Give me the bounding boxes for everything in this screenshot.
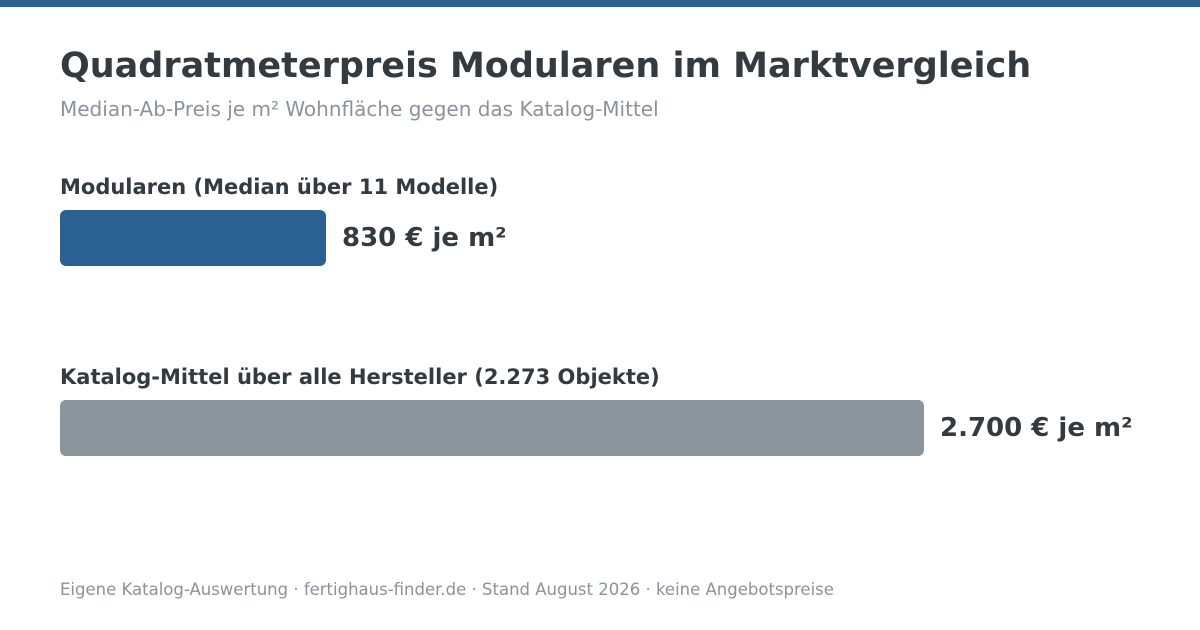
chart-title: Quadratmeterpreis Modularen im Marktverg…	[60, 46, 1032, 86]
bar	[60, 210, 326, 266]
bar-category-label: Modularen (Median über 11 Modelle)	[60, 175, 499, 199]
bar-category-label: Katalog-Mittel über alle Hersteller (2.2…	[60, 365, 660, 389]
source-footer: Eigene Katalog-Auswertung · fertighaus-f…	[60, 580, 834, 599]
top-accent-bar	[0, 0, 1200, 7]
chart-subtitle: Median-Ab-Preis je m² Wohnfläche gegen d…	[60, 97, 659, 121]
bar	[60, 400, 924, 456]
bar-value-label: 830 € je m²	[342, 223, 507, 253]
bar-value-label: 2.700 € je m²	[940, 413, 1133, 443]
